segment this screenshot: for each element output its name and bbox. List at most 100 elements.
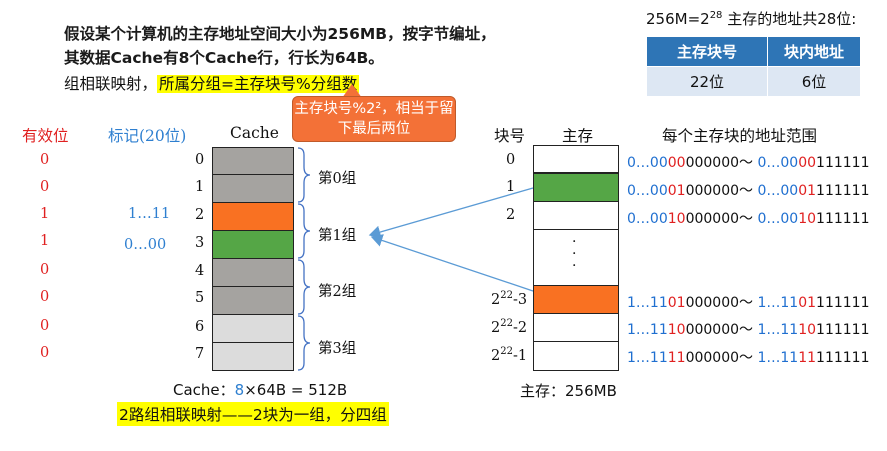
- cache-size-prefix: Cache：: [173, 381, 235, 399]
- address-width-note: 256M=228 主存的地址共28位:: [646, 8, 856, 29]
- value-block-offset: 6位: [767, 66, 861, 97]
- brace-group-0: [297, 147, 311, 203]
- cache-line-4: [212, 258, 294, 287]
- range-offset: 111111: [816, 295, 870, 311]
- memory-ellipsis: · · ·: [572, 234, 577, 274]
- brace-group-2: [297, 259, 311, 315]
- group-braces: [297, 147, 311, 371]
- range-prefix: 0…00: [757, 211, 799, 227]
- range-prefix: 1…11: [627, 350, 668, 366]
- range-prefix: 0…00: [627, 183, 668, 199]
- cache-row-number: 7: [195, 346, 205, 362]
- block-number-exp: 22: [500, 290, 513, 301]
- range-offset: 111111: [816, 155, 870, 171]
- range-offset: 000000～: [685, 155, 758, 171]
- memory-size-label: 主存：256MB: [520, 382, 617, 400]
- cache-header: Cache: [230, 124, 279, 142]
- range-index: 10: [667, 322, 686, 338]
- address-range-row: 1…1111000000～ 1…1111111111: [627, 347, 869, 367]
- memory-block-2-22-3: [533, 285, 619, 314]
- tag-header: 标记(20位): [108, 127, 187, 145]
- cache-size-label: Cache：8×64B = 512B: [173, 379, 347, 400]
- address-range-row: 0…0010000000～ 0…0010111111: [627, 208, 869, 228]
- callout-pointer: [342, 84, 362, 98]
- cache-size-rest: ×64B = 512B: [244, 381, 348, 399]
- valid-bit: 1: [40, 206, 50, 222]
- cache-row-number: 5: [195, 290, 205, 306]
- block-number-base: 2: [491, 319, 501, 336]
- range-index: 00: [798, 155, 817, 171]
- block-number: 2: [506, 207, 516, 223]
- header-block-offset: 块内地址: [767, 36, 861, 67]
- address-exp: 28: [709, 10, 723, 21]
- range-index: 10: [798, 211, 817, 227]
- bottom-note: 2路组相联映射——2块为一组，分四组: [117, 402, 389, 426]
- group-label-2: 第2组: [318, 284, 357, 300]
- range-prefix: 0…00: [627, 211, 668, 227]
- main-memory-frame: [533, 145, 619, 371]
- range-index: 01: [667, 183, 686, 199]
- valid-bit-header: 有效位: [22, 127, 69, 145]
- tag-value: 0…00: [124, 237, 167, 253]
- cache-line-3: [212, 230, 294, 259]
- range-prefix: 1…11: [627, 295, 668, 311]
- cache-line-2: [212, 202, 294, 231]
- block-number: 222-3: [491, 290, 527, 308]
- valid-bit: 0: [40, 179, 50, 195]
- address-prefix: 256M=2: [646, 10, 710, 28]
- range-offset: 111111: [816, 322, 870, 338]
- block-number: 0: [506, 152, 516, 168]
- cache-row-number: 0: [195, 152, 205, 168]
- valid-bit: 0: [40, 289, 50, 305]
- range-offset: 000000～: [685, 350, 758, 366]
- memory-block-2: [533, 201, 619, 230]
- memory-block-2-22-2: [533, 313, 619, 342]
- range-prefix: 0…00: [757, 155, 799, 171]
- mapping-formula: 所属分组=主存块号%分组数: [157, 75, 360, 93]
- range-offset: 111111: [816, 183, 870, 199]
- range-prefix: 1…11: [757, 322, 799, 338]
- address-suffix: 主存的地址共28位:: [722, 10, 857, 28]
- valid-bit: 0: [40, 318, 50, 334]
- address-range-header: 每个主存块的地址范围: [662, 127, 818, 145]
- address-range-row: 1…1101000000～ 1…1101111111: [627, 292, 869, 312]
- range-index: 10: [798, 322, 817, 338]
- range-offset: 000000～: [685, 183, 758, 199]
- range-prefix: 1…11: [627, 322, 668, 338]
- mapping-arrows: [368, 187, 534, 292]
- cache-line-6: [212, 314, 294, 343]
- block-number-suffix: -1: [512, 347, 528, 364]
- address-range-row: 0…0001000000～ 0…0001111111: [627, 180, 869, 200]
- range-index: 01: [667, 295, 686, 311]
- cache-row-number: 1: [195, 179, 205, 195]
- mapping-prefix: 组相联映射，: [64, 75, 158, 93]
- block-number-base: 2: [491, 291, 501, 308]
- cache-line-7: [212, 342, 294, 371]
- range-prefix: 1…11: [757, 295, 799, 311]
- arrow-from-block-2-22-3: [370, 234, 534, 292]
- valid-bit: 0: [40, 262, 50, 278]
- range-prefix: 0…00: [757, 183, 799, 199]
- intro-text: 假设某个计算机的主存地址空间大小为256MB，按字节编址，其数据Cache有8个…: [64, 25, 496, 67]
- block-number: 222-2: [491, 318, 527, 336]
- valid-bit: 0: [40, 345, 50, 361]
- block-number-exp: 22: [500, 318, 513, 329]
- range-prefix: 0…00: [627, 155, 668, 171]
- cache-row-number: 3: [195, 235, 205, 251]
- range-offset: 000000～: [685, 211, 758, 227]
- address-format-table: 主存块号 块内地址 22位 6位: [646, 36, 861, 97]
- range-index: 11: [667, 350, 686, 366]
- block-number-base: 2: [491, 347, 501, 364]
- range-index: 10: [667, 211, 686, 227]
- range-index: 11: [798, 350, 817, 366]
- range-prefix: 1…11: [757, 350, 799, 366]
- brace-group-1: [297, 203, 311, 259]
- address-range-row: 1…1110000000～ 1…1110111111: [627, 319, 869, 339]
- cache-line-count: 8: [234, 381, 245, 399]
- block-number-exp: 22: [500, 346, 513, 357]
- range-index: 00: [667, 155, 686, 171]
- cache-row-number: 6: [195, 319, 205, 335]
- valid-bit: 0: [40, 152, 50, 168]
- memory-block-0: [533, 145, 619, 173]
- header-block-no: 主存块号: [646, 36, 768, 67]
